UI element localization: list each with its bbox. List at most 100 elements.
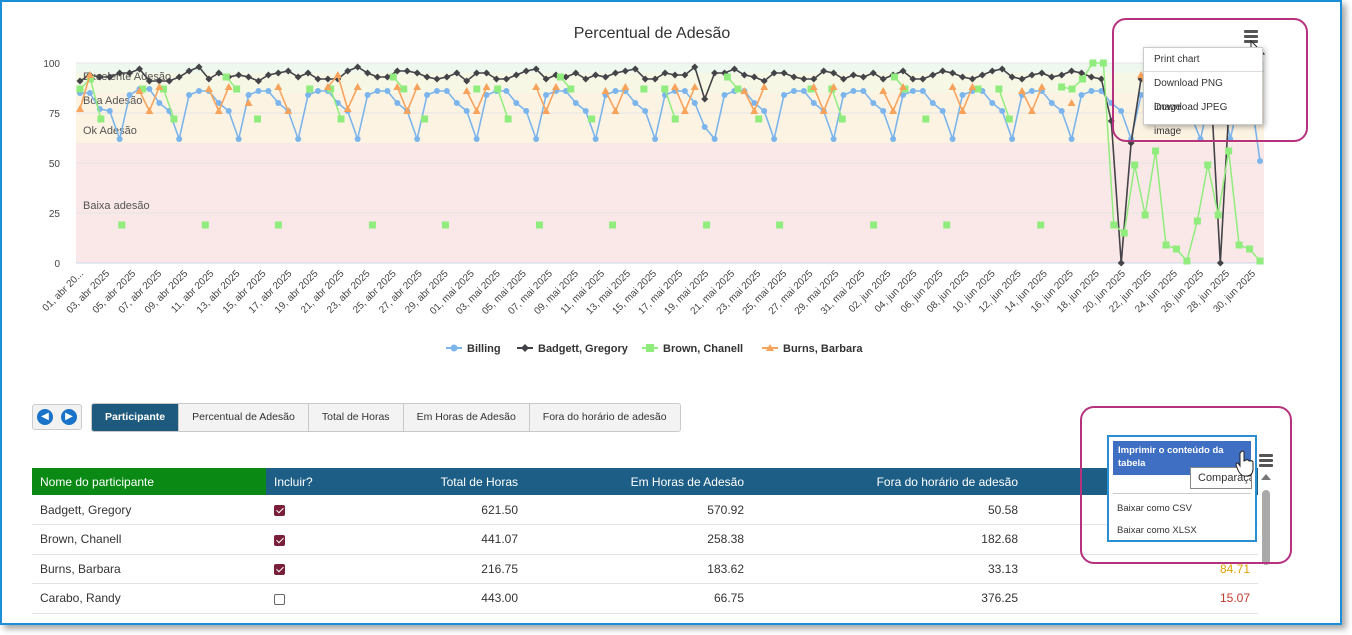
data-point — [453, 69, 461, 77]
tab-participante[interactable]: Participante — [92, 404, 180, 431]
data-point — [1048, 100, 1055, 106]
scrollbar-thumb[interactable] — [1262, 490, 1270, 565]
data-point — [354, 136, 361, 142]
data-point — [155, 77, 163, 85]
data-point — [76, 77, 84, 85]
data-point — [1214, 211, 1222, 219]
table-row: Burns, Barbara 216.75 183.62 33.13 84.71 — [32, 554, 1258, 584]
participant-name: Carabo, Randy — [32, 583, 266, 614]
data-point — [393, 67, 401, 75]
data-point — [582, 108, 589, 114]
download-jpeg-item[interactable]: Download JPEG image — [1154, 102, 1228, 137]
data-point — [1078, 69, 1086, 77]
tab-percentual[interactable]: Percentual de Adesão — [179, 404, 309, 431]
data-point — [275, 100, 282, 106]
arrow-right-icon[interactable]: ▶ — [61, 409, 77, 425]
scroll-up-icon[interactable] — [1261, 474, 1271, 480]
data-point — [235, 71, 243, 79]
data-point — [135, 65, 143, 73]
data-point — [305, 92, 312, 98]
data-point — [1098, 88, 1105, 94]
y-tick-label: 0 — [54, 259, 60, 270]
data-point — [959, 92, 966, 98]
data-point — [160, 85, 168, 93]
em-horas-cell: 183.62 — [526, 554, 752, 584]
data-point — [870, 100, 877, 106]
data-point — [255, 88, 262, 94]
tab-fora-horario[interactable]: Fora do horário de adesão — [529, 404, 680, 431]
participant-name: Badgett, Gregory — [32, 495, 266, 525]
data-point — [840, 75, 848, 83]
data-point — [701, 124, 708, 130]
data-point — [542, 107, 551, 114]
legend-label[interactable]: Badgett, Gregory — [538, 343, 629, 355]
data-point — [254, 115, 262, 123]
data-point — [204, 85, 213, 92]
include-cell — [266, 524, 376, 555]
data-point — [1058, 71, 1066, 79]
data-point — [314, 88, 321, 94]
total-horas-cell: 621.50 — [376, 495, 526, 525]
tab-total-horas[interactable]: Total de Horas — [308, 404, 404, 431]
data-point — [919, 88, 926, 94]
data-point — [443, 73, 451, 81]
data-point — [523, 108, 530, 114]
header-name[interactable]: Nome do participante — [32, 468, 266, 495]
data-point — [284, 67, 292, 75]
data-point — [1246, 245, 1254, 253]
data-point — [106, 108, 113, 114]
data-point — [1067, 99, 1076, 106]
data-point — [974, 85, 982, 93]
data-point — [244, 99, 253, 106]
include-cell — [266, 554, 376, 584]
data-point — [771, 136, 778, 142]
print-chart-item[interactable]: Print chart — [1144, 48, 1262, 72]
header-em-horas[interactable]: Em Horas de Adesão — [526, 468, 752, 495]
legend-label[interactable]: Burns, Barbara — [783, 343, 863, 355]
y-tick-label: 100 — [43, 59, 60, 70]
data-point — [1120, 229, 1128, 237]
percent-cell: 15.07 — [1026, 583, 1258, 614]
include-checkbox[interactable] — [274, 534, 285, 546]
data-point — [750, 73, 758, 81]
include-checkbox[interactable] — [274, 564, 285, 576]
data-point — [86, 75, 94, 83]
data-point — [567, 85, 575, 93]
header-incluir[interactable]: Incluir? — [266, 468, 376, 495]
include-cell — [266, 495, 376, 525]
header-total[interactable]: Total de Horas — [376, 468, 526, 495]
data-point — [556, 73, 564, 81]
data-point — [711, 136, 718, 142]
data-point — [126, 92, 133, 98]
header-fora[interactable]: Fora do horário de adesão — [752, 468, 1026, 495]
download-png-item[interactable]: Download PNG image — [1154, 78, 1223, 113]
download-csv-item[interactable]: Baixar como CSV — [1117, 503, 1192, 514]
data-point — [998, 65, 1006, 73]
data-point — [900, 92, 907, 98]
legend-label[interactable]: Billing — [467, 343, 501, 355]
data-point — [641, 75, 649, 83]
data-point — [1183, 257, 1191, 265]
data-point — [264, 71, 272, 79]
data-point — [891, 73, 899, 81]
arrow-left-icon[interactable]: ◀ — [37, 409, 53, 425]
data-point — [535, 221, 543, 229]
data-point — [542, 75, 550, 83]
data-point — [889, 107, 898, 114]
fora-cell: 50.58 — [752, 495, 1026, 525]
data-point — [245, 73, 253, 81]
data-point — [118, 221, 126, 229]
data-point — [274, 221, 282, 229]
include-checkbox[interactable] — [274, 593, 285, 605]
download-xlsx-item[interactable]: Baixar como XLSX — [1117, 525, 1197, 536]
table-menu-icon[interactable] — [1259, 454, 1273, 469]
data-point — [690, 83, 699, 90]
tab-em-horas[interactable]: Em Horas de Adesão — [403, 404, 530, 431]
include-checkbox[interactable] — [274, 504, 285, 516]
data-point — [909, 75, 917, 83]
plot-band — [76, 93, 1264, 143]
fora-cell: 33.13 — [752, 554, 1026, 584]
data-point — [611, 69, 619, 77]
legend-label[interactable]: Brown, Chanell — [663, 343, 743, 355]
